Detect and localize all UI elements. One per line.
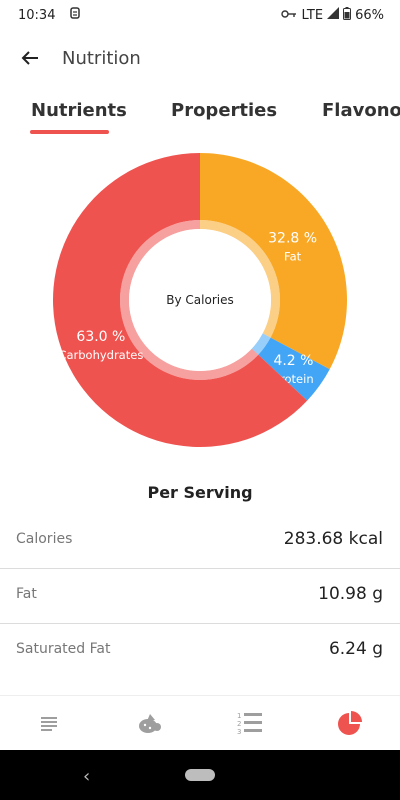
notification-icon (69, 6, 81, 24)
nutrient-value: 10.98 g (318, 584, 383, 604)
list-icon (41, 717, 57, 731)
page-title: Nutrition (62, 47, 141, 69)
donut-center-title: By Calories (166, 293, 233, 307)
status-time: 10:34 (18, 7, 56, 23)
ingredients-icon (139, 714, 161, 733)
donut-slice-fat[interactable] (200, 153, 347, 370)
key-icon (281, 8, 297, 23)
per-serving-heading: Per Serving (147, 483, 253, 502)
nutrient-row-fat: Fat 10.98 g (0, 569, 400, 624)
nav-overview[interactable] (0, 696, 100, 750)
app-bar: Nutrition (0, 30, 400, 86)
donut-percent-label: 32.8 % (268, 230, 317, 246)
nutrient-label: Saturated Fat (16, 641, 111, 657)
donut-slice-carbohydrates[interactable] (52, 153, 308, 447)
svg-text:3: 3 (237, 728, 241, 735)
arrow-back-icon (21, 51, 38, 65)
donut-series-label: Fat (284, 249, 302, 263)
signal-icon (327, 7, 340, 23)
nutrient-value: 283.68 kcal (283, 529, 383, 549)
svg-text:2: 2 (237, 720, 241, 728)
battery-icon (343, 6, 352, 24)
nav-nutrition[interactable] (300, 696, 400, 750)
nutrient-row-saturated-fat: Saturated Fat 6.24 g (0, 624, 400, 679)
tab-indicator (30, 130, 109, 134)
tab-nutrients[interactable]: Nutrients (31, 100, 127, 121)
nutrient-label: Calories (16, 531, 73, 547)
donut-inner-band-carbohydrates (119, 220, 259, 380)
tab-bar: Nutrients Properties Flavonoids (0, 92, 400, 136)
nutrient-label: Fat (16, 586, 37, 602)
donut-percent-label: 63.0 % (76, 329, 125, 345)
network-type: LTE (301, 7, 324, 23)
pie-chart-icon (338, 711, 362, 735)
numbered-steps-icon: 123 (237, 712, 262, 735)
donut-hole (129, 229, 271, 371)
back-button[interactable] (16, 44, 44, 72)
nutrient-row-calories: Calories 283.68 kcal (0, 514, 400, 569)
system-navigation-bar: ‹ (0, 750, 400, 800)
nutrient-list: Calories 283.68 kcal Fat 10.98 g Saturat… (0, 514, 400, 679)
system-back-button[interactable]: ‹ (83, 766, 91, 787)
system-home-button[interactable] (185, 769, 215, 781)
donut-inner-band-protein (251, 333, 271, 355)
tab-properties[interactable]: Properties (171, 100, 278, 121)
donut-inner-band-fat (200, 220, 280, 338)
svg-text:1: 1 (237, 712, 241, 720)
tab-flavonoids[interactable]: Flavonoids (322, 100, 400, 121)
nav-ingredients[interactable] (100, 696, 200, 750)
calories-donut-chart: 32.8 % Fat 4.2 % Protein 63.0 % Carbohydrates… (50, 150, 350, 450)
status-bar: 10:34 LTE 66% (0, 0, 400, 30)
donut-percent-label: 4.2 % (273, 353, 313, 369)
donut-slice-protein[interactable] (258, 337, 330, 401)
battery-percent: 66% (355, 7, 384, 23)
donut-series-label: Carbohydrates (58, 348, 143, 362)
nutrient-value: 6.24 g (328, 639, 383, 659)
